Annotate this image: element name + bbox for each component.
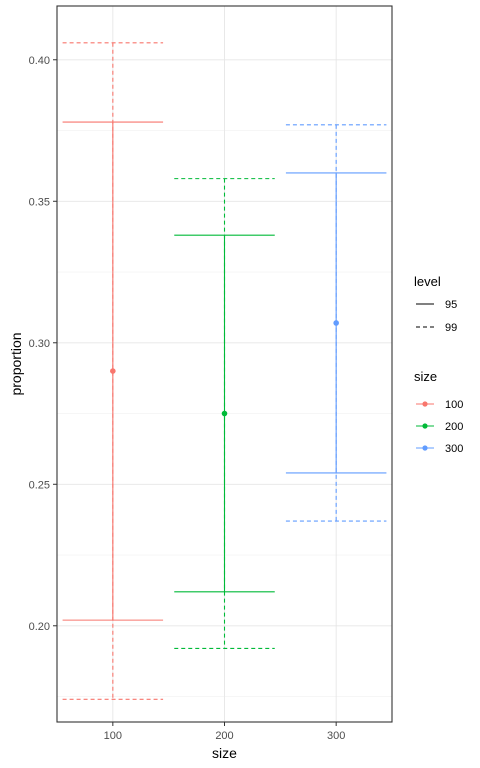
x-tick-label: 200 — [215, 730, 233, 742]
point-estimate-200 — [221, 410, 228, 417]
legend-size: size 100 200 300 — [414, 369, 463, 455]
legend-size-label: 200 — [445, 421, 463, 433]
legend-size-label: 100 — [445, 399, 463, 411]
legend-size-key-point-100 — [422, 401, 428, 407]
x-tick-label: 100 — [104, 730, 122, 742]
legend-level-label: 99 — [445, 322, 457, 334]
legend-level-label: 95 — [445, 299, 457, 311]
legend-level-title: level — [414, 274, 441, 289]
point-estimate-300 — [333, 320, 339, 326]
y-tick-label: 0.30 — [29, 338, 50, 350]
y-axis: 0.20 0.25 0.30 0.35 0.40 — [29, 55, 57, 633]
y-tick-label: 0.25 — [29, 479, 50, 491]
legend-size-title: size — [414, 369, 437, 384]
error-bars — [62, 42, 387, 700]
x-axis-title: size — [212, 745, 237, 761]
y-tick-label: 0.40 — [29, 55, 50, 67]
legend-size-key-point-300 — [422, 445, 428, 451]
legend-size-label: 300 — [445, 443, 463, 455]
y-tick-label: 0.35 — [29, 196, 50, 208]
y-axis-title: proportion — [8, 332, 24, 395]
legend-level: level 95 99 — [414, 274, 457, 334]
x-tick-label: 300 — [327, 730, 345, 742]
legend-size-key-point-200 — [422, 423, 428, 429]
x-axis: 100 200 300 — [104, 722, 345, 742]
y-tick-label: 0.20 — [29, 621, 50, 633]
point-estimate-100 — [110, 368, 116, 374]
